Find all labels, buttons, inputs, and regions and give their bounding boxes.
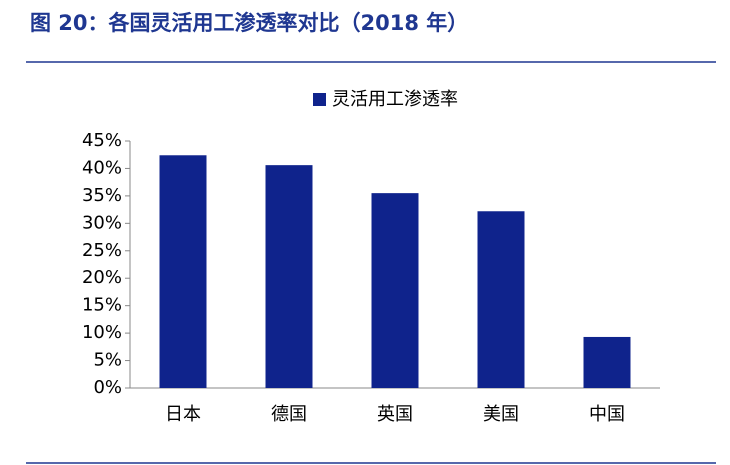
y-tick-label: 0% <box>93 377 122 398</box>
x-tick-label: 英国 <box>377 404 413 425</box>
y-tick-label: 30% <box>82 212 122 233</box>
legend-label: 灵活用工渗透率 <box>332 89 458 110</box>
y-tick-label: 5% <box>93 350 122 371</box>
y-tick-label: 25% <box>82 240 122 261</box>
y-tick-label: 45% <box>82 130 122 151</box>
y-tick-label: 20% <box>82 267 122 288</box>
y-tick-label: 35% <box>82 185 122 206</box>
legend-swatch <box>313 93 326 106</box>
bar <box>477 211 525 388</box>
x-tick-label: 日本 <box>165 404 201 425</box>
bar <box>265 165 313 388</box>
x-tick-label: 德国 <box>271 404 307 425</box>
x-tick-label: 中国 <box>589 404 625 425</box>
chart-title: 图 20：各国灵活用工渗透率对比（2018 年） <box>30 11 468 35</box>
y-tick-label: 40% <box>82 157 122 178</box>
bar <box>371 193 419 388</box>
y-tick-label: 10% <box>82 322 122 343</box>
bar <box>159 155 207 388</box>
y-tick-label: 15% <box>82 295 122 316</box>
bar <box>583 336 631 388</box>
x-tick-label: 美国 <box>483 404 519 425</box>
